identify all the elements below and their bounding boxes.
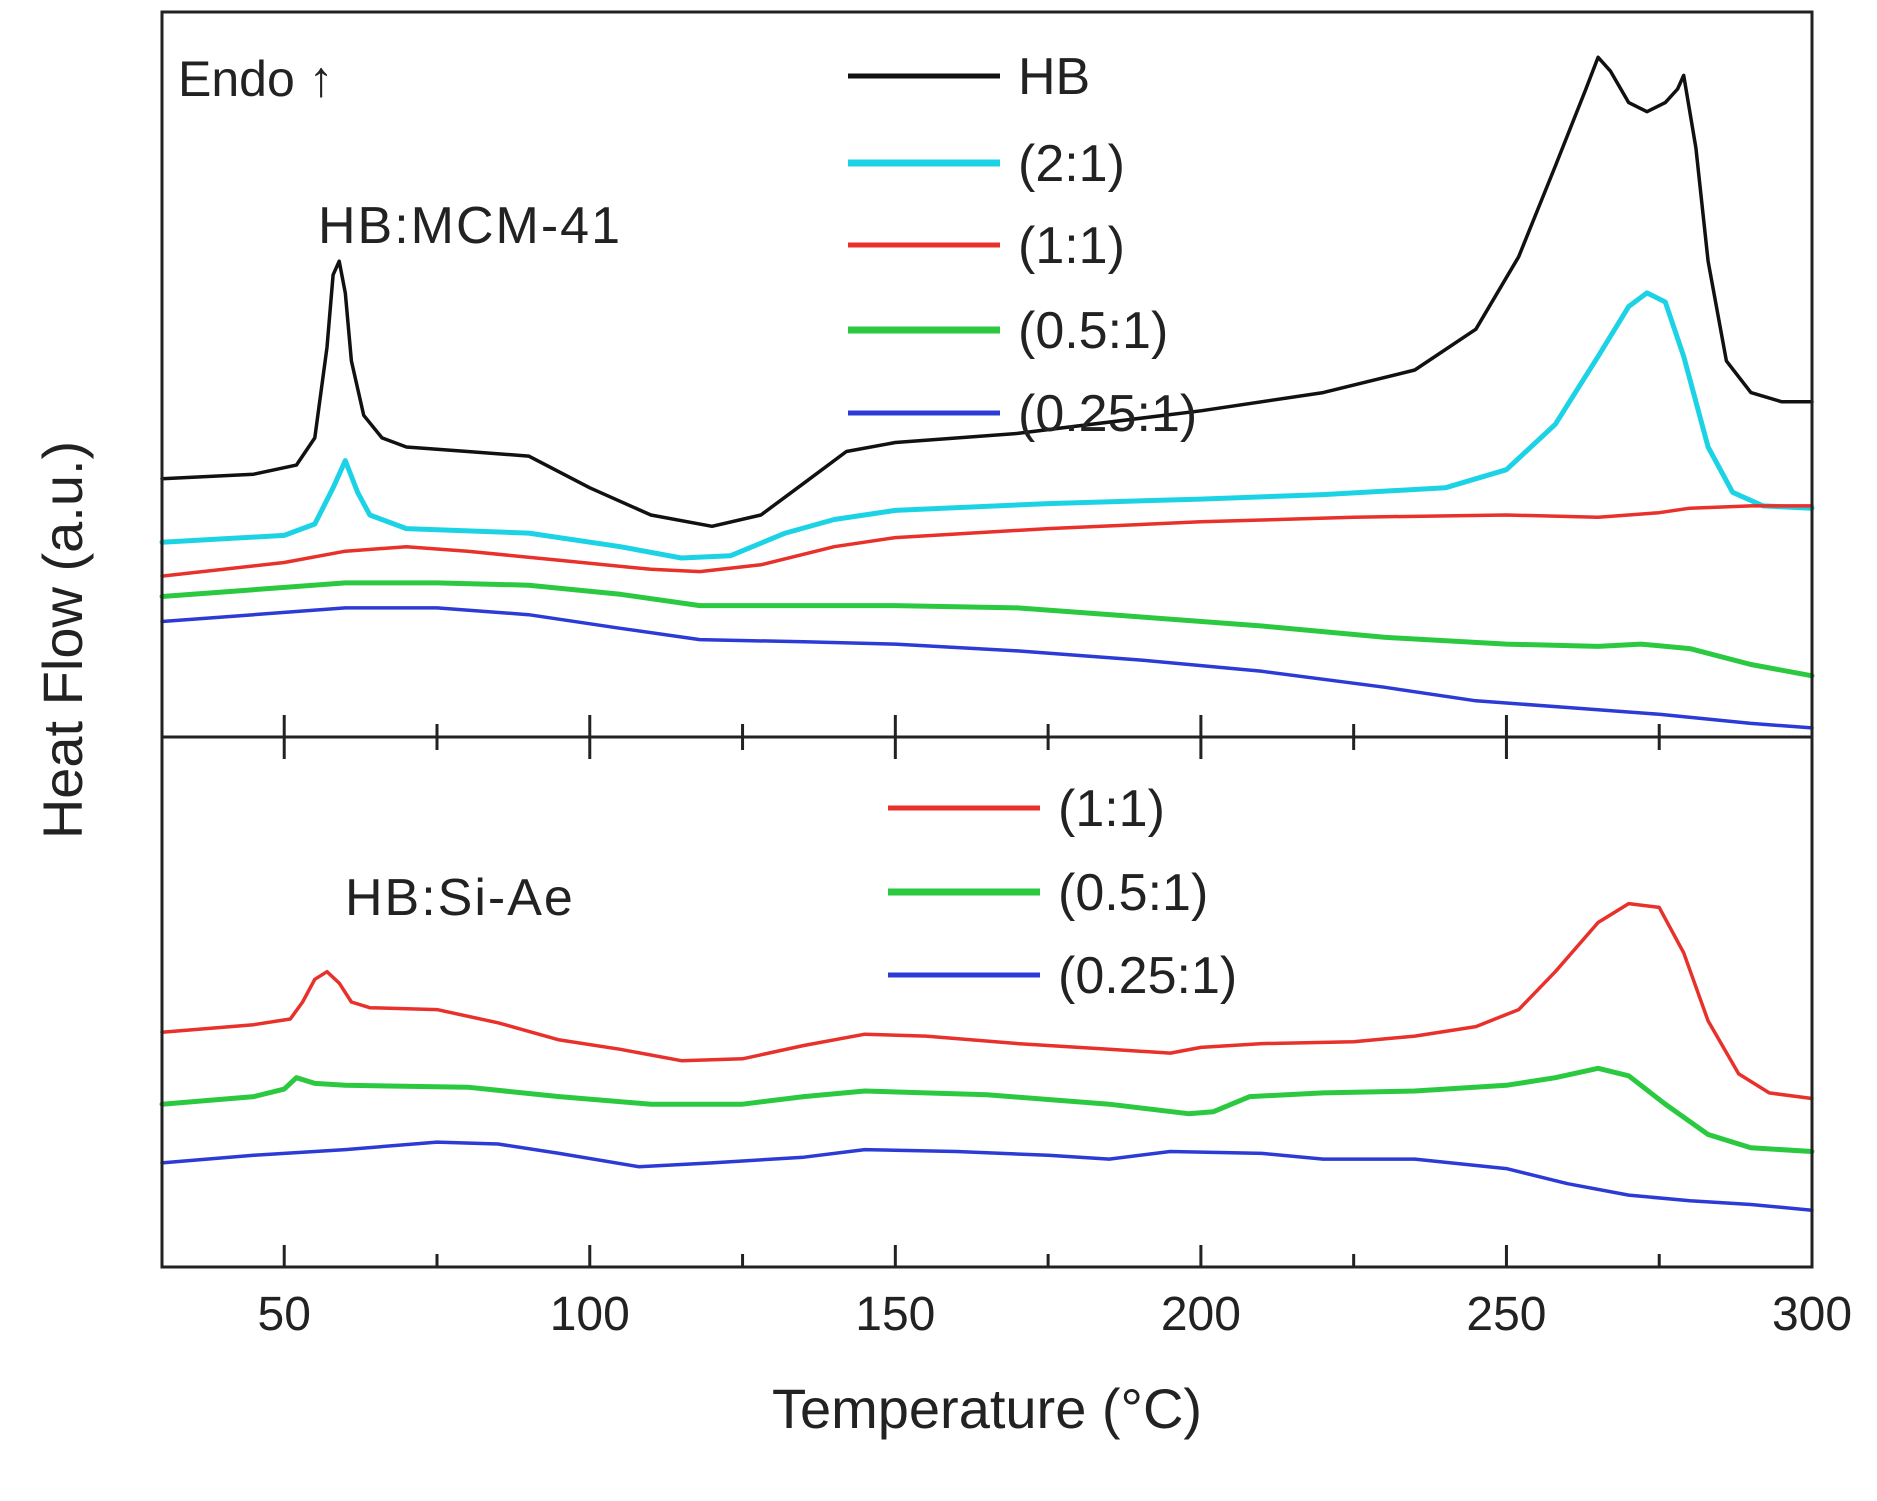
y-axis-title: Heat Flow (a.u.) bbox=[31, 441, 94, 839]
x-tick-label: 50 bbox=[258, 1288, 311, 1341]
legend-label-0-5-1: (0.5:1) bbox=[1018, 302, 1168, 360]
x-tick-label: 100 bbox=[550, 1288, 630, 1341]
x-tick-label: 150 bbox=[855, 1288, 935, 1341]
panel-label-siae: HB:Si-Ae bbox=[345, 869, 575, 927]
x-tick-label: 200 bbox=[1161, 1288, 1241, 1341]
endo-annotation: Endo ↑ bbox=[178, 51, 334, 107]
legend-label-siae-0-25-1: (0.25:1) bbox=[1058, 947, 1237, 1005]
legend-label-1-1: (1:1) bbox=[1018, 217, 1125, 275]
panel-label-mcm41: HB:MCM-41 bbox=[318, 197, 622, 255]
series-line-hb-si-ae-0-25-1 bbox=[160, 1140, 1814, 1212]
series-line-hb-si-ae-0-5-1 bbox=[159, 1065, 1815, 1154]
series-line-hb-mcm-41-0-25-1 bbox=[160, 606, 1814, 730]
series-line-hb-si-ae-1-1 bbox=[160, 901, 1814, 1101]
x-tick-label: 250 bbox=[1466, 1288, 1546, 1341]
series-line-hb-mcm-41-1-1 bbox=[160, 504, 1814, 578]
legend-label-2-1: (2:1) bbox=[1018, 135, 1125, 193]
legend-label-siae-1-1: (1:1) bbox=[1058, 780, 1165, 838]
legend-top: HB (2:1) (1:1) (0.5:1) (0.25:1) bbox=[848, 48, 1197, 443]
x-tick-label: 300 bbox=[1772, 1288, 1852, 1341]
panel-bottom bbox=[159, 901, 1815, 1212]
series-line-hb-mcm-41-hb bbox=[160, 55, 1814, 529]
x-axis-title: Temperature (°C) bbox=[772, 1377, 1202, 1440]
legend-label-siae-0-5-1: (0.5:1) bbox=[1058, 864, 1208, 922]
legend-bottom: (1:1) (0.5:1) (0.25:1) bbox=[888, 780, 1237, 1005]
x-axis-ticks bbox=[282, 715, 1814, 1267]
plot-frame bbox=[160, 10, 1814, 1269]
panel-top bbox=[159, 55, 1815, 730]
legend-label-hb: HB bbox=[1018, 48, 1090, 106]
series-line-hb-mcm-41-2-1 bbox=[159, 290, 1815, 561]
legend-label-0-25-1: (0.25:1) bbox=[1018, 385, 1197, 443]
series-line-hb-mcm-41-0-5-1 bbox=[159, 580, 1815, 679]
x-axis-tick-labels: 50 100 150 200 250 300 bbox=[258, 1288, 1853, 1341]
